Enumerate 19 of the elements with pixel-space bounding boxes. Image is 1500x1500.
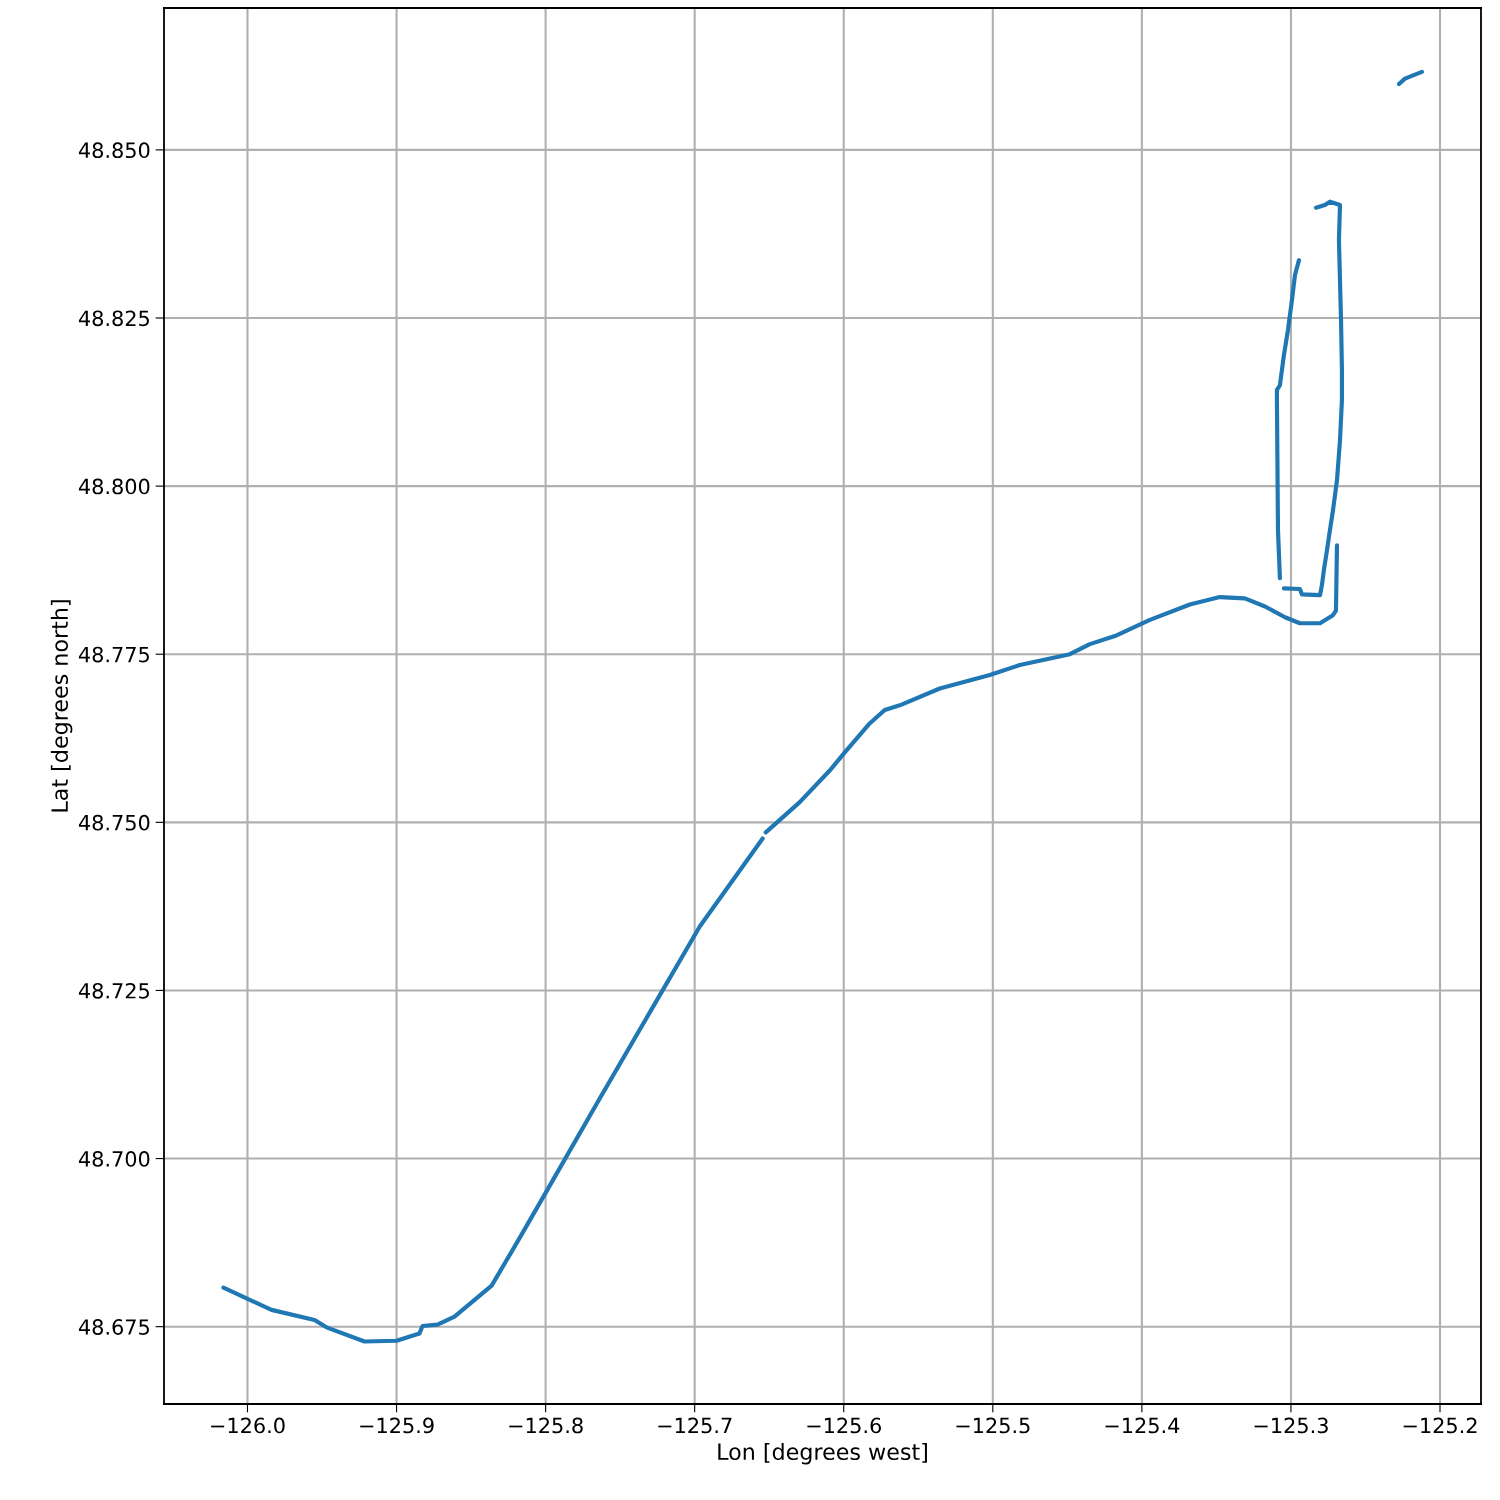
x-tick-label: −125.5	[956, 1417, 1030, 1434]
x-tick-label: −126.0	[211, 1417, 285, 1434]
x-tick-label: −125.9	[360, 1417, 434, 1434]
x-tick-label: −125.7	[658, 1417, 732, 1434]
y-tick-label: 48.850	[78, 142, 150, 159]
y-tick-label: 48.700	[78, 1151, 150, 1167]
y-axis-title: Lat [degrees north]	[50, 600, 73, 812]
x-tick-label: −125.8	[509, 1417, 583, 1434]
x-tick-label: −125.4	[1105, 1417, 1180, 1434]
y-tick-label: 48.750	[78, 814, 150, 831]
x-axis-title: Lon [degrees west]	[718, 1442, 927, 1465]
x-tick-label: −125.3	[1254, 1417, 1328, 1434]
y-tick-label: 48.725	[78, 982, 149, 999]
y-tick-label: 48.800	[78, 478, 150, 495]
y-tick-label: 48.775	[78, 646, 149, 663]
y-tick-label: 48.825	[78, 310, 149, 327]
y-tick-label: 48.675	[78, 1319, 149, 1335]
x-tick-label: −125.6	[807, 1417, 881, 1434]
x-tick-label: −125.2	[1403, 1417, 1477, 1434]
